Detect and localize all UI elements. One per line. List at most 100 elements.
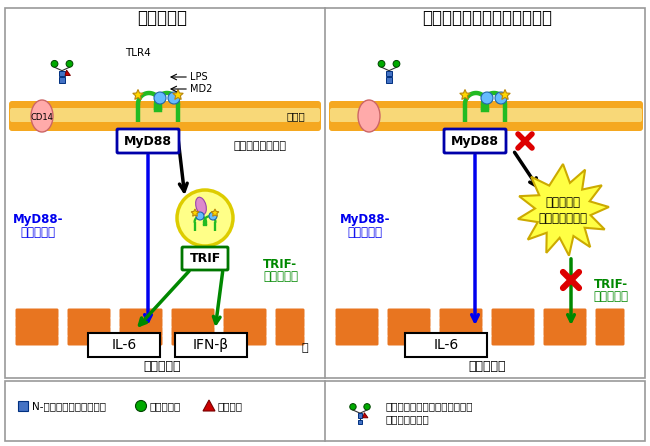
Text: コアフコースを欠損した細胞: コアフコースを欠損した細胞 [422,9,552,27]
FancyBboxPatch shape [595,326,625,336]
Polygon shape [203,400,215,411]
FancyBboxPatch shape [10,108,320,122]
FancyBboxPatch shape [543,309,586,318]
FancyBboxPatch shape [276,335,304,346]
FancyBboxPatch shape [439,318,482,327]
Circle shape [350,404,356,410]
Circle shape [66,61,73,67]
Text: 核: 核 [302,343,308,353]
Text: N-アセチルグルコサミン: N-アセチルグルコサミン [32,401,106,412]
Circle shape [495,92,507,104]
FancyBboxPatch shape [491,335,534,346]
Text: MyD88-: MyD88- [340,214,390,227]
FancyBboxPatch shape [120,318,162,327]
Circle shape [393,61,400,67]
Text: IL-6: IL-6 [434,338,459,352]
FancyBboxPatch shape [182,247,228,270]
FancyBboxPatch shape [491,309,534,318]
FancyBboxPatch shape [276,318,304,327]
FancyBboxPatch shape [224,335,266,346]
Polygon shape [500,90,510,99]
Circle shape [196,212,204,220]
Text: TRIF: TRIF [189,252,220,265]
Text: MyD88-: MyD88- [13,214,63,227]
Text: マンノース: マンノース [150,401,181,412]
FancyBboxPatch shape [172,309,214,318]
FancyBboxPatch shape [120,335,162,346]
Text: 構造をもつ糖鎖: 構造をもつ糖鎖 [385,414,429,424]
FancyBboxPatch shape [276,326,304,336]
Text: 遺伝子発現: 遺伝子発現 [143,360,181,373]
Polygon shape [133,90,143,99]
FancyBboxPatch shape [387,309,430,318]
Bar [5,381,645,441]
Text: 遺伝子発現: 遺伝子発現 [468,360,506,373]
FancyBboxPatch shape [16,335,58,346]
Text: TRIF-: TRIF- [594,278,628,292]
FancyBboxPatch shape [595,318,625,327]
Ellipse shape [358,100,380,132]
Text: 依存的経路: 依存的経路 [593,290,628,303]
Circle shape [209,212,217,220]
Text: MyD88: MyD88 [124,135,172,148]
Polygon shape [65,70,70,75]
Bar [18,401,28,411]
FancyBboxPatch shape [16,318,58,327]
Text: 細胞内への: 細胞内への [545,195,580,208]
FancyBboxPatch shape [224,309,266,318]
Text: 細胞膜: 細胞膜 [286,111,305,121]
FancyBboxPatch shape [444,129,506,153]
Polygon shape [211,209,219,216]
FancyBboxPatch shape [224,326,266,336]
FancyBboxPatch shape [330,108,642,122]
FancyBboxPatch shape [172,318,214,327]
Text: 依存的経路: 依存的経路 [21,227,55,240]
FancyBboxPatch shape [276,309,304,318]
FancyBboxPatch shape [387,335,430,346]
Text: フコース: フコース [218,401,243,412]
Polygon shape [460,90,470,99]
FancyBboxPatch shape [68,309,110,318]
FancyBboxPatch shape [335,326,378,336]
Polygon shape [363,413,368,418]
FancyBboxPatch shape [224,318,266,327]
Bar [88,333,160,357]
FancyBboxPatch shape [595,309,625,318]
FancyBboxPatch shape [439,309,482,318]
FancyBboxPatch shape [9,101,321,131]
FancyBboxPatch shape [335,309,378,318]
Text: TLR4: TLR4 [125,48,151,58]
Circle shape [51,61,58,67]
Text: 細胞内へ取り込み: 細胞内へ取り込み [234,141,287,151]
FancyBboxPatch shape [68,326,110,336]
FancyBboxPatch shape [439,335,482,346]
Polygon shape [518,164,609,256]
FancyBboxPatch shape [491,326,534,336]
Bar [175,333,247,357]
Circle shape [135,401,146,412]
FancyBboxPatch shape [16,326,58,336]
Bar [387,70,391,76]
Bar [5,8,645,378]
FancyBboxPatch shape [117,129,179,153]
Circle shape [378,61,385,67]
Text: IL-6: IL-6 [111,338,136,352]
FancyBboxPatch shape [595,335,625,346]
FancyBboxPatch shape [543,326,586,336]
Ellipse shape [31,100,53,132]
FancyBboxPatch shape [172,335,214,346]
Text: 取り込みが抑制: 取り込みが抑制 [538,211,588,224]
Circle shape [154,92,166,104]
FancyBboxPatch shape [335,335,378,346]
Bar [59,78,64,83]
Text: TRIF-: TRIF- [263,259,297,272]
Circle shape [364,404,370,410]
Bar [358,413,363,418]
Bar [387,78,391,83]
FancyBboxPatch shape [335,318,378,327]
Circle shape [168,92,180,104]
FancyBboxPatch shape [120,326,162,336]
FancyBboxPatch shape [543,318,586,327]
Text: 野生型細胞: 野生型細胞 [137,9,187,27]
FancyBboxPatch shape [120,309,162,318]
